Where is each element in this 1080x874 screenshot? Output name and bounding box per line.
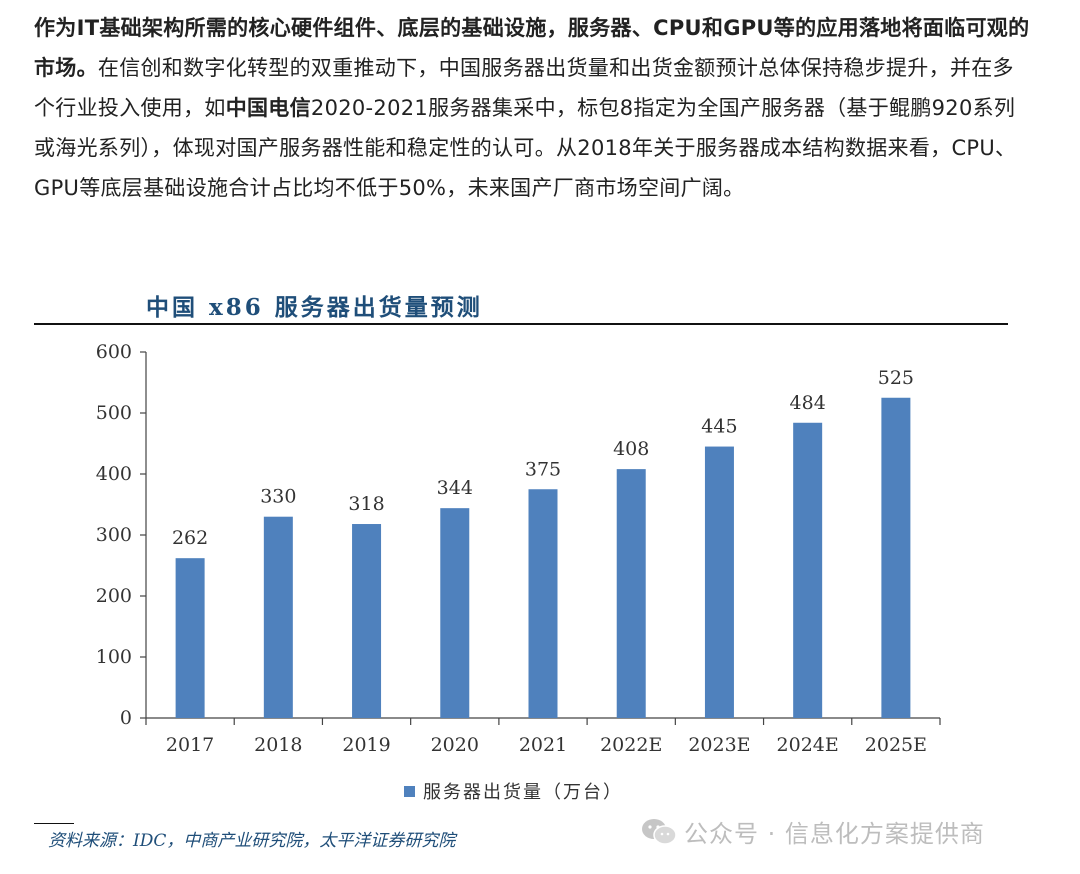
watermark: 公众号 · 信息化方案提供商 — [640, 814, 985, 849]
bar — [352, 524, 382, 718]
bar-chart: 0 100 200 300 400 500 600 262 2017 330 2018 318 2019… — [96, 341, 941, 756]
x-tick-label: 2020 — [431, 734, 479, 756]
chart-labels: 0 100 200 300 400 500 600 262 2017 330 2018 318 2019… — [96, 341, 927, 756]
y-tick-label: 200 — [96, 585, 132, 607]
data-label: 525 — [878, 367, 914, 389]
company-name-bold: 中国电信 — [225, 96, 311, 120]
x-tick-label: 2021 — [519, 734, 567, 756]
data-label: 344 — [437, 477, 473, 499]
y-tick-label: 500 — [96, 402, 132, 424]
x-tick-label: 2022E — [600, 734, 662, 756]
legend-swatch — [404, 785, 415, 797]
data-label: 375 — [525, 458, 561, 480]
y-tick-label: 300 — [96, 524, 132, 546]
bar — [793, 422, 823, 718]
legend-label: 服务器出货量（万台） — [423, 782, 623, 803]
y-tick-label: 0 — [120, 707, 132, 729]
bar — [175, 558, 205, 718]
y-tick-label: 400 — [96, 463, 132, 485]
x-tick-label: 2019 — [342, 734, 390, 756]
y-tick-label: 100 — [96, 646, 132, 668]
wechat-icon — [642, 818, 677, 845]
x-tick-label: 2025E — [865, 734, 927, 756]
bar — [881, 397, 911, 718]
chart-bars — [175, 397, 911, 718]
watermark-text: 公众号 · 信息化方案提供商 — [684, 820, 985, 848]
x-tick-label: 2023E — [688, 734, 750, 756]
article-paragraph: 作为IT基础架构所需的核心硬件组件、底层的基础设施，服务器、CPU和GPU等的应… — [34, 8, 1034, 208]
chart-title: 中国 x86 服务器出货量预测 — [146, 294, 483, 321]
bar — [616, 469, 646, 718]
x-tick-label: 2024E — [777, 734, 839, 756]
bar — [440, 508, 470, 718]
bar — [263, 516, 293, 718]
data-label: 445 — [701, 416, 737, 438]
source-divider — [34, 823, 74, 824]
data-label: 330 — [260, 486, 296, 508]
lead-bold-text: 作为IT基础架构所需的核心硬件组件、底层的基础设施，服务器、CPU和GPU等的应… — [34, 16, 1030, 80]
chart-legend: 服务器出货量（万台） — [404, 778, 623, 804]
x-tick-label: 2018 — [254, 734, 302, 756]
data-label: 318 — [348, 493, 384, 515]
title-divider — [34, 323, 1008, 325]
data-label: 262 — [172, 527, 208, 549]
data-label: 408 — [613, 438, 649, 460]
body-text-1: 在信创和数字化转型的双重推动下，中国服务器出货量和出货金额预计总体保持稳步提升，… — [34, 56, 1014, 120]
bar — [528, 489, 558, 718]
data-label: 484 — [790, 392, 826, 414]
body-text-2: 2020-2021服务器集采中，标包8指定为全国产服务器（基于鲲鹏920系列或海… — [34, 96, 1017, 200]
bar — [704, 446, 734, 718]
source-note: 资料来源：IDC，中商产业研究院，太平洋证券研究院 — [48, 831, 456, 851]
x-tick-label: 2017 — [166, 734, 214, 756]
y-tick-label: 600 — [96, 341, 132, 363]
